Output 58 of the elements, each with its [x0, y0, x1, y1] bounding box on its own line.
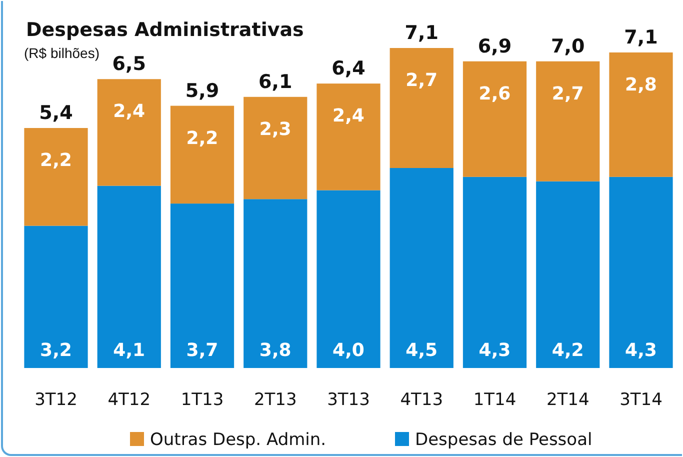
bar — [609, 176, 673, 368]
data-label: 2,8 — [625, 74, 657, 96]
bar — [97, 186, 161, 368]
data-label: 2,6 — [478, 83, 511, 104]
bar — [24, 128, 88, 226]
total-label: 7,0 — [551, 35, 585, 58]
bar — [462, 176, 527, 368]
data-label: 4,1 — [113, 340, 146, 361]
total-label: 5,4 — [39, 102, 73, 124]
total-label: 7,1 — [624, 26, 658, 48]
total-label: 6,4 — [332, 58, 366, 80]
data-label: 4,3 — [625, 340, 657, 361]
bar — [24, 226, 88, 368]
x-tick-label: 3T14 — [620, 390, 662, 410]
data-label: 2,7 — [552, 83, 584, 104]
bar — [244, 199, 308, 368]
bar — [170, 204, 234, 368]
data-label: 3,7 — [186, 340, 218, 361]
bar — [536, 181, 600, 368]
data-label: 2,2 — [186, 128, 218, 149]
x-tick-label: 3T13 — [327, 390, 370, 410]
data-label: 4,0 — [332, 340, 364, 361]
x-tick-label: 1T14 — [473, 390, 516, 410]
legend-label: Outras Desp. Admin. — [150, 430, 326, 450]
bar — [390, 168, 454, 368]
data-label: 4,3 — [478, 340, 511, 361]
data-label: 4,2 — [552, 340, 584, 361]
total-label: 6,1 — [258, 70, 292, 93]
x-tick-label: 4T12 — [108, 390, 151, 410]
x-tick-label: 2T13 — [254, 390, 297, 410]
total-label: 6,9 — [478, 35, 512, 58]
total-label: 5,9 — [185, 80, 220, 102]
data-label: 3,2 — [40, 340, 72, 361]
total-label: 6,5 — [112, 53, 146, 76]
bar — [170, 106, 234, 204]
bar — [536, 61, 600, 182]
chart-subtitle: (R$ bilhões) — [24, 45, 100, 61]
data-label: 2,4 — [113, 101, 146, 122]
data-label: 2,2 — [40, 150, 72, 171]
bar — [244, 96, 308, 200]
data-label: 2,3 — [259, 118, 292, 140]
data-label: 2,4 — [332, 106, 364, 127]
x-tick-label: 4T13 — [400, 390, 444, 410]
x-tick-label: 3T12 — [34, 390, 78, 410]
legend-label: Despesas de Pessoal — [415, 430, 592, 450]
total-label: 7,1 — [404, 22, 438, 44]
bar — [462, 61, 527, 177]
bar — [316, 84, 380, 190]
chart-title: Despesas Administrativas — [26, 19, 304, 41]
x-tick-label: 1T13 — [180, 390, 224, 410]
bar — [390, 48, 454, 168]
data-label: 3,8 — [259, 340, 292, 361]
bar — [316, 190, 380, 368]
bar — [609, 52, 673, 177]
data-label: 2,7 — [406, 70, 438, 91]
bar — [97, 79, 161, 186]
data-label: 4,5 — [406, 340, 438, 361]
x-tick-label: 2T14 — [546, 390, 590, 410]
